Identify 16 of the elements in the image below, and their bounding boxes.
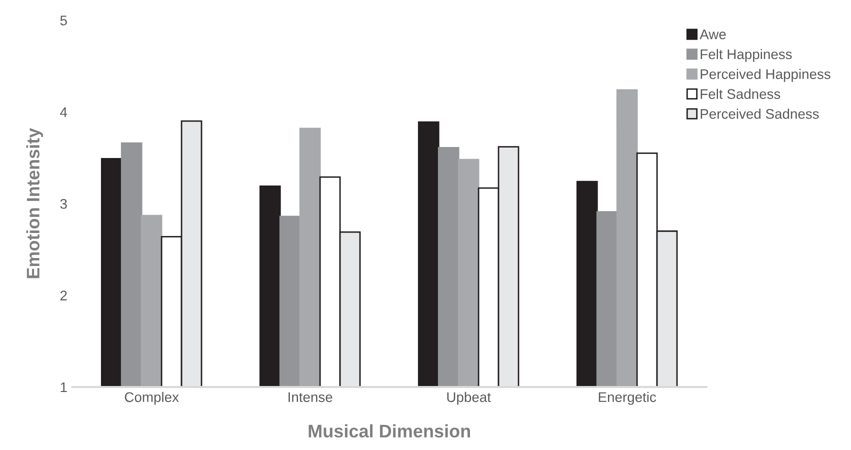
y-tick-label: 5 (60, 16, 67, 26)
x-tick-label: Upbeat (447, 392, 491, 405)
legend-label: Felt Happiness (700, 48, 792, 62)
x-tick-label: Complex (124, 392, 179, 405)
x-axis-title: Musical Dimension (308, 424, 470, 438)
y-tick-label: 3 (60, 198, 67, 209)
legend-label: Awe (700, 30, 726, 40)
x-tick-label: Energetic (598, 392, 656, 405)
legend-label: Perceived Sadness (700, 108, 819, 119)
y-tick-label: 2 (60, 290, 67, 300)
legend-label: Perceived Happiness (700, 68, 830, 82)
y-axis-title: Emotion Intensity (26, 128, 44, 278)
y-tick-label: 1 (60, 382, 67, 392)
y-tick-label: 4 (60, 107, 68, 117)
legend-label: Felt Sadness (700, 88, 780, 99)
x-tick-label: Intense (288, 392, 332, 402)
